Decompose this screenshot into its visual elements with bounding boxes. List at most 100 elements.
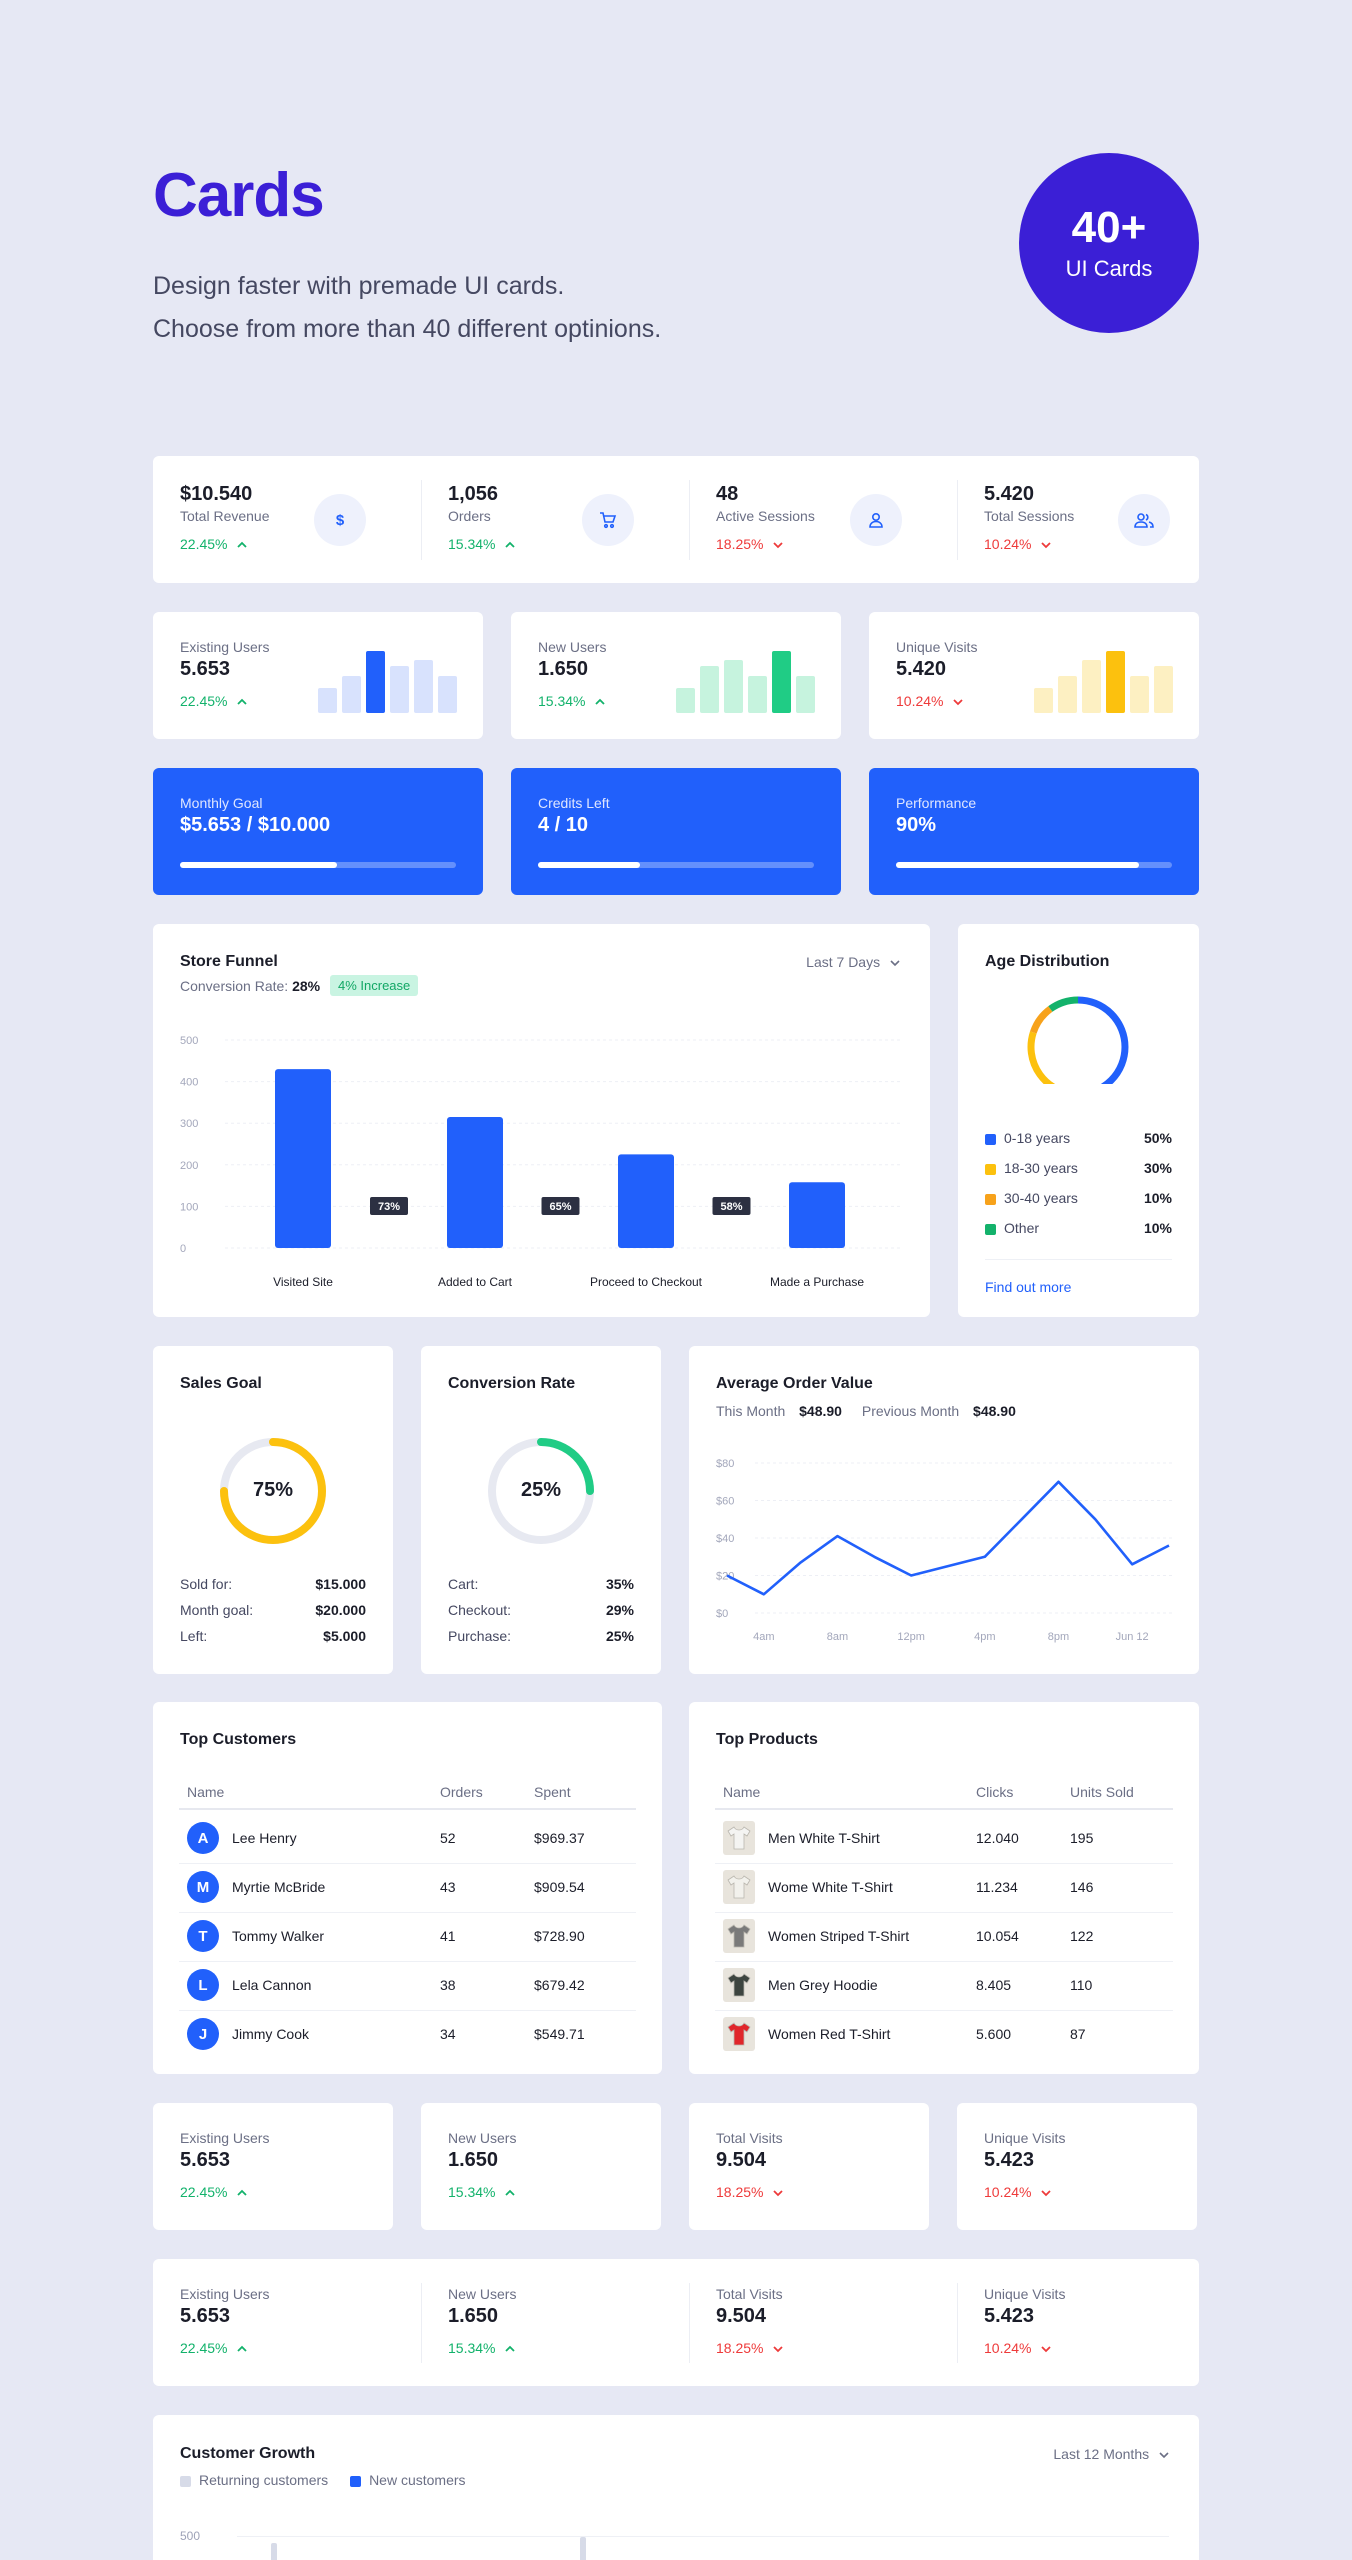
stat-change: 18.25% [716, 2340, 784, 2356]
stat-value: 1,056 [448, 483, 499, 505]
stat-label: New Users [448, 2130, 517, 2146]
row-divider [715, 1912, 1173, 1913]
product-name: Women Striped T-Shirt [768, 1928, 910, 1944]
simple-stat-card: Existing Users 5.653 22.45% [153, 2103, 393, 2230]
table-row[interactable]: Women Red T-Shirt 5.600 87 [715, 2010, 1173, 2059]
detail-value: $15.000 [315, 1576, 366, 1592]
detail-value: 25% [605, 1628, 634, 1644]
conversion-rate-line: Conversion Rate: 28% [180, 978, 320, 994]
detail-row: Cart: 35% [448, 1576, 634, 1592]
product-clicks: 10.054 [976, 1928, 1019, 1944]
y-tick-label: 300 [180, 1118, 198, 1130]
product-units: 87 [1070, 2026, 1086, 2042]
progress-card-value: 4 / 10 [538, 814, 589, 836]
gridline [237, 2536, 1169, 2537]
stat-change: 10.24% [984, 2184, 1052, 2200]
mini-card-label: New Users [538, 639, 607, 655]
average-order-value-card: Average Order Value This Month $48.90 Pr… [689, 1346, 1199, 1674]
growth-bar [271, 2543, 277, 2560]
stat-value: 5.423 [984, 2149, 1035, 2171]
detail-label: Left: [180, 1628, 208, 1644]
card-count-label: UI Cards [1065, 256, 1153, 281]
progress-card-label: Performance [896, 795, 977, 811]
legend-swatch [985, 1223, 996, 1235]
arrow-up-icon [505, 536, 516, 552]
customer-spent: $549.71 [534, 2026, 585, 2042]
white-tshirt-icon [723, 1870, 755, 1904]
x-tick-label: Made a Purchase [770, 1275, 864, 1289]
detail-value: $5.000 [323, 1628, 366, 1644]
divider [985, 1259, 1172, 1260]
column-header-clicks: Clicks [976, 1784, 1014, 1800]
month-comparison: This Month $48.90 Previous Month $48.90 [716, 1403, 1016, 1419]
date-range-dropdown[interactable]: Last 7 Days [806, 954, 900, 970]
table-row[interactable]: L Lela Cannon 38 $679.42 [179, 1961, 636, 2010]
funnel-bar [618, 1154, 674, 1248]
find-out-more-link[interactable]: Find out more [985, 1279, 1072, 1295]
legend-item: 30-40 years 10% [985, 1190, 1172, 1206]
mini-bar [724, 660, 743, 713]
stat-label: Existing Users [180, 2130, 270, 2146]
this-month-label: This Month [716, 1403, 786, 1419]
growth-range-dropdown[interactable]: Last 12 Months [1053, 2446, 1169, 2462]
stat-change: 18.25% [716, 536, 784, 552]
progress-fill [538, 862, 641, 868]
legend-swatch [985, 1133, 996, 1145]
x-tick-label: Visited Site [273, 1275, 333, 1289]
y-tick-label: $80 [716, 1458, 734, 1470]
arrow-down-icon [1041, 2340, 1052, 2356]
table-row[interactable]: Wome White T-Shirt 11.234 146 [715, 1863, 1173, 1912]
donut-slice [1048, 996, 1079, 1012]
stat-change: 15.34% [448, 2340, 516, 2356]
stat-label: Total Revenue [180, 508, 270, 524]
step-rate-label: 65% [549, 1201, 571, 1213]
stat-segment: 5.420 Total Sessions 10.24% [957, 456, 1225, 584]
avatar: M [187, 1871, 219, 1903]
average-order-value-chart: $80 $60 $40 $20 $0 4am 8am 12pm 4pm 8pm Jun 12 [716, 1458, 1172, 1643]
x-tick-label: Added to Cart [438, 1275, 513, 1289]
column-header-name: Name [723, 1784, 761, 1800]
stat-label: Total Visits [716, 2286, 783, 2302]
table-row[interactable]: Men Grey Hoodie 8.405 110 [715, 1961, 1173, 2010]
y-tick-label: 400 [180, 1077, 198, 1089]
page-subtitle-line-2: Choose from more than 40 different optin… [153, 315, 662, 343]
mini-bar [1106, 651, 1125, 713]
avatar: T [187, 1920, 219, 1952]
legend-swatch-new [350, 2475, 362, 2487]
product-units: 195 [1070, 1830, 1094, 1846]
customer-name: Tommy Walker [232, 1928, 325, 1944]
table-row[interactable]: Men White T-Shirt 12.040 195 [715, 1814, 1173, 1863]
table-row[interactable]: Women Striped T-Shirt 10.054 122 [715, 1912, 1173, 1961]
previous-month-value: $48.90 [973, 1403, 1016, 1419]
legend-item: 18-30 years 30% [985, 1160, 1172, 1176]
y-tick-label: $60 [716, 1496, 734, 1508]
card-count: 40+ [1071, 203, 1147, 252]
avatar: L [187, 1969, 219, 2001]
stat-change: 15.34% [448, 536, 516, 552]
age-distribution-title: Age Distribution [985, 953, 1110, 970]
row-divider [179, 2010, 636, 2011]
table-row[interactable]: M Myrtie McBride 43 $909.54 [179, 1863, 636, 1912]
stat-segment: Total Visits 9.504 18.25% [689, 2259, 957, 2387]
table-row[interactable]: J Jimmy Cook 34 $549.71 [179, 2010, 636, 2059]
progress-fill [180, 862, 338, 868]
table-header-divider [715, 1808, 1173, 1810]
table-row[interactable]: A Lee Henry 52 $969.37 [179, 1814, 636, 1863]
progress-track [896, 862, 1172, 868]
legend-value: 10% [1143, 1190, 1172, 1206]
stat-label: Active Sessions [716, 508, 815, 524]
stat-value: 48 [716, 483, 739, 505]
product-units: 110 [1070, 1977, 1093, 1993]
y-tick-label: 200 [180, 1160, 198, 1172]
progress-track [538, 862, 814, 868]
stats-row-card: $10.540 Total Revenue 22.45% $1,056 Orders 1… [153, 456, 1199, 583]
product-units: 146 [1070, 1879, 1094, 1895]
y-tick-label: $0 [716, 1608, 728, 1620]
divider [421, 480, 422, 560]
donut-slice [1027, 1031, 1056, 1084]
table-row[interactable]: T Tommy Walker 41 $728.90 [179, 1912, 636, 1961]
stat-value: 9.504 [716, 2149, 767, 2171]
step-rate-tag [712, 1197, 751, 1215]
progress-fill [896, 862, 1139, 868]
page-title: Cards [153, 161, 325, 230]
